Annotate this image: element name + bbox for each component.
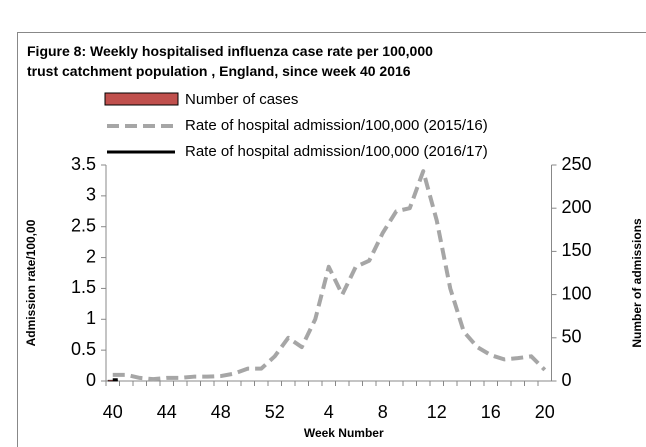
- legend-label: Rate of hospital admission/100,000 (2015…: [185, 117, 488, 134]
- y2-tick-label: 150: [562, 240, 592, 260]
- legend-swatch: [104, 92, 179, 106]
- y-tick-label: 1.5: [71, 277, 96, 297]
- line-series: [112, 169, 547, 382]
- x-tick-label: 48: [211, 402, 231, 422]
- legend-label: Number of cases: [185, 91, 298, 108]
- legend-label: Rate of hospital admission/100,000 (2016…: [185, 143, 488, 160]
- y2-tick-label: 200: [562, 197, 592, 217]
- x-tick-label: 20: [535, 402, 555, 422]
- x-tick-label: 12: [427, 402, 447, 422]
- y-tick-label: 0: [86, 370, 96, 390]
- chart-title: Figure 8: Weekly hospitalised influenza …: [27, 43, 433, 79]
- y-tick-label: 0.5: [71, 339, 96, 359]
- y2-axis-title: Number of admissions: [630, 218, 644, 348]
- x-tick-label: 52: [265, 402, 285, 422]
- y2-tick-label: 100: [562, 283, 592, 303]
- title-line: Figure 8: Weekly hospitalised influenza …: [27, 43, 433, 59]
- y-axis-title: Admission rate/100,00: [24, 219, 38, 346]
- y-tick-label: 1: [86, 308, 96, 328]
- y2-tick-label: 50: [562, 327, 582, 347]
- title-line: trust catchment population , England, si…: [27, 63, 411, 79]
- x-tick-label: 8: [378, 402, 388, 422]
- x-tick-label: 44: [157, 402, 177, 422]
- y2-tick-label: 0: [562, 370, 572, 390]
- y-tick-label: 3.5: [71, 154, 96, 174]
- y2-tick-label: 250: [562, 154, 592, 174]
- y-tick-label: 2: [86, 246, 96, 266]
- x-axis-title: Week Number: [304, 426, 384, 440]
- y-tick-label: 2.5: [71, 215, 96, 235]
- x-tick-label: 40: [103, 402, 123, 422]
- y-tick-label: 3: [86, 185, 96, 205]
- x-tick-label: 4: [324, 402, 334, 422]
- x-tick-label: 16: [481, 402, 501, 422]
